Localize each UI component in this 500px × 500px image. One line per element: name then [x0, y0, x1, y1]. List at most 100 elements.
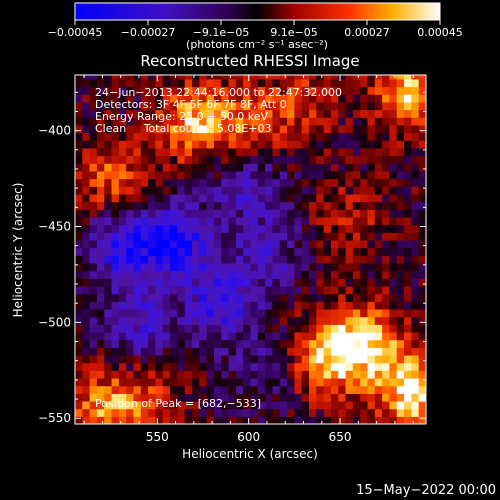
- heatmap-cell: [199, 285, 208, 295]
- heatmap-cell: [243, 362, 252, 371]
- heatmap-cell: [235, 370, 244, 379]
- heatmap-cell: [279, 247, 288, 256]
- heatmap-cell: [389, 377, 398, 387]
- heatmap-cell: [75, 247, 83, 256]
- heatmap-cell: [352, 347, 361, 356]
- heatmap-cell: [404, 347, 412, 356]
- heatmap-cell: [235, 101, 244, 111]
- heatmap-cell: [301, 324, 310, 333]
- heatmap-cell: [367, 117, 376, 126]
- heatmap-cell: [279, 285, 288, 295]
- heatmap-cell: [374, 155, 383, 164]
- heatmap-cell: [111, 293, 120, 302]
- heatmap-cell: [213, 170, 222, 180]
- heatmap-cell: [301, 86, 310, 95]
- heatmap-cell: [272, 339, 281, 348]
- heatmap-cell: [396, 140, 405, 149]
- heatmap-cell: [309, 377, 317, 387]
- heatmap-cell: [418, 232, 426, 241]
- heatmap-cell: [82, 117, 91, 126]
- heatmap-cell: [316, 163, 325, 172]
- heatmap-cell: [345, 393, 354, 402]
- heatmap-cell: [133, 239, 142, 249]
- heatmap-cell: [213, 347, 222, 356]
- colorbar-gradient: [74, 2, 441, 21]
- heatmap-cell: [155, 201, 164, 210]
- heatmap-cell: [287, 193, 295, 203]
- heatmap-cell: [206, 293, 215, 302]
- heatmap-cell: [352, 285, 361, 295]
- heatmap-cell: [265, 362, 274, 371]
- heatmap-cell: [389, 117, 398, 126]
- heatmap-cell: [272, 393, 281, 402]
- heatmap-cell: [184, 408, 193, 417]
- heatmap-cell: [111, 224, 120, 233]
- heatmap-cell: [148, 278, 157, 287]
- heatmap-cell: [338, 209, 347, 218]
- heatmap-cell: [330, 86, 339, 95]
- heatmap-cell: [82, 339, 91, 348]
- heatmap-cell: [82, 147, 91, 157]
- heatmap-cell: [206, 178, 215, 187]
- heatmap-cell: [396, 232, 405, 241]
- heatmap-cell: [111, 124, 120, 134]
- heatmap-cell: [352, 232, 361, 241]
- heatmap-cell: [104, 209, 113, 218]
- heatmap-cell: [389, 239, 398, 249]
- heatmap-cell: [309, 400, 317, 410]
- heatmap-cell: [338, 331, 347, 341]
- heatmap-cell: [382, 331, 391, 341]
- heatmap-cell: [404, 201, 412, 210]
- heatmap-cell: [75, 408, 83, 417]
- heatmap-cell: [140, 247, 149, 256]
- heatmap-cell: [206, 393, 215, 402]
- heatmap-cell: [287, 285, 295, 295]
- heatmap-cell: [323, 393, 332, 402]
- heatmap-cell: [367, 408, 376, 417]
- heatmap-cell: [250, 278, 259, 287]
- heatmap-cell: [272, 255, 281, 264]
- heatmap-cell: [155, 124, 164, 134]
- heatmap-cell: [389, 94, 398, 103]
- heatmap-cell: [199, 362, 208, 371]
- heatmap-cell: [396, 324, 405, 333]
- heatmap-cell: [309, 224, 317, 233]
- heatmap-cell: [118, 270, 127, 279]
- heatmap-cell: [111, 362, 120, 371]
- heatmap-cell: [316, 285, 325, 295]
- heatmap-cell: [396, 109, 405, 118]
- heatmap-cell: [228, 393, 237, 402]
- heatmap-cell: [221, 86, 230, 95]
- heatmap-cell: [213, 262, 222, 272]
- heatmap-cell: [126, 285, 135, 295]
- heatmap-cell: [367, 239, 376, 249]
- heatmap-cell: [111, 178, 120, 187]
- heatmap-cell: [345, 278, 354, 287]
- heatmap-cell: [250, 400, 259, 410]
- colorbar: −0.00045 −0.00027 −9.1e−05 9.1e−05 0.00027 0.…: [48, 2, 463, 51]
- heatmap-cell: [184, 416, 193, 424]
- heatmap-cell: [126, 178, 135, 187]
- heatmap-cell: [170, 124, 178, 134]
- heatmap-cell: [265, 170, 274, 180]
- heatmap-cell: [184, 155, 193, 164]
- heatmap-cell: [309, 232, 317, 241]
- heatmap-cell: [199, 94, 208, 103]
- heatmap-cell: [206, 186, 215, 195]
- heatmap-cell: [345, 255, 354, 264]
- heatmap-cell: [294, 278, 303, 287]
- heatmap-cell: [418, 301, 426, 310]
- heatmap-cell: [265, 201, 274, 210]
- heatmap-cell: [213, 101, 222, 111]
- heatmap-cell: [89, 132, 98, 141]
- colorbar-tick-label: 9.1e−05: [270, 26, 317, 39]
- heatmap-cell: [265, 186, 274, 195]
- heatmap-cell: [221, 140, 230, 149]
- heatmap-cell: [133, 193, 142, 203]
- heatmap-cell: [367, 178, 376, 187]
- heatmap-cell: [199, 393, 208, 402]
- heatmap-cell: [82, 163, 91, 172]
- heatmap-cell: [360, 117, 369, 126]
- heatmap-cell: [382, 224, 391, 233]
- heatmap-cell: [287, 331, 295, 341]
